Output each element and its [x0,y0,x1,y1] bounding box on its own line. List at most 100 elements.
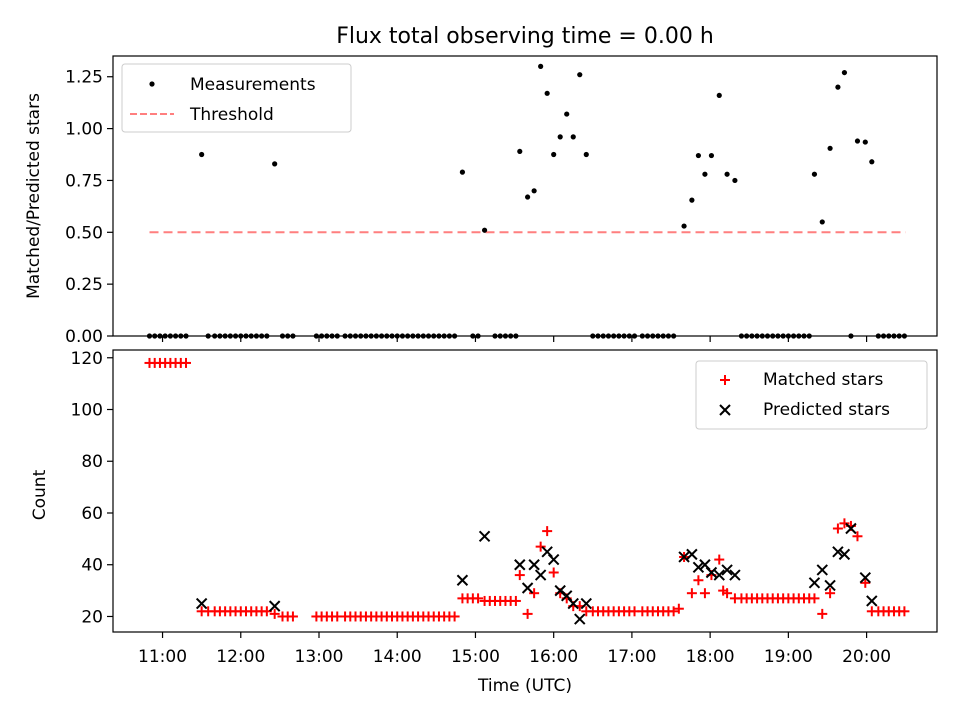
measurement-point [796,333,802,339]
measurement-point [358,333,364,339]
measurement-point [655,333,661,339]
measurement-point [497,333,503,339]
matched-star-marker [699,588,710,599]
predicted-star-marker [859,571,871,584]
matched-star-marker [473,593,484,604]
matched-star-marker [287,611,298,622]
y-tick-label: 0.50 [65,223,103,243]
measurement-point [410,333,416,339]
measurement-point [665,333,672,339]
legend-marker-predicted-stars [719,404,731,416]
measurement-point [557,134,563,140]
matched-star-marker [668,606,679,617]
measurement-point [272,161,278,167]
measurement-point [232,333,239,339]
bottom-x-ticks: 11:00 12:00 13:00 14:00 15:00 16:00 17:00 18:00… [138,632,891,667]
measurement-point [819,219,825,225]
measurement-point [544,90,550,96]
measurement-point [671,333,677,339]
predicted-star-marker [721,564,733,576]
measurement-point [886,333,892,339]
measurement-point [394,333,400,339]
predicted-star-marker [195,597,208,610]
predicted-star-marker [678,551,690,563]
measurement-point [389,333,395,339]
measurement-point [811,171,818,177]
measurement-point [891,333,897,339]
x-tick-label: 11:00 [138,647,187,667]
matched-star-marker [722,588,733,599]
measurement-point [363,333,369,339]
predicted-star-marker [808,577,821,589]
measurement-point [525,194,531,200]
measurement-point [621,333,627,339]
measurement-point [708,152,715,159]
legend-label-matched-stars: Matched stars [763,370,883,390]
measurement-point [290,333,296,339]
measurement-point [801,333,807,339]
measurement-points-layer [146,63,908,339]
measurement-point [368,333,374,339]
matched-star-marker [269,608,280,619]
measurement-point [431,333,437,339]
y-tick-label: 100 [71,401,103,421]
matched-star-marker [548,567,559,578]
measurement-point [415,333,421,339]
measurement-point [848,333,854,339]
measurement-point [334,333,340,339]
x-tick-label: 16:00 [529,647,578,667]
measurement-point [770,333,776,339]
predicted-star-marker [845,522,857,535]
y-tick-label: 60 [81,504,103,524]
measurement-point [470,333,476,339]
measurement-point [759,333,765,339]
matched-star-marker [514,570,525,581]
predicted-star-marker [268,600,281,612]
measurement-point [217,333,223,339]
measurement-point [373,333,379,339]
measurement-point [172,333,179,339]
measurement-point [446,333,452,339]
matched-star-marker [817,608,828,619]
y-tick-label: 0.75 [65,171,103,191]
matched-star-marker [852,531,863,542]
measurement-point [681,223,687,229]
measurement-point [352,333,359,339]
measurement-point [631,333,638,339]
measurement-point [583,151,589,158]
predicted-star-marker [580,597,592,610]
top-panel: 0.00 0.25 0.50 0.75 1.00 1.25 Matched/Predict… [24,55,938,347]
measurement-point [205,333,211,339]
y-tick-label: 1.25 [65,68,103,88]
measurement-point [441,333,447,339]
measurement-point [577,72,583,78]
measurement-point [199,151,205,158]
measurement-point [738,333,745,339]
measurement-point [324,333,330,339]
measurement-point [605,333,612,339]
measurement-point [611,333,617,339]
y-tick-label: 80 [81,452,103,472]
x-tick-label: 13:00 [295,647,344,667]
measurement-point [227,333,233,339]
measurement-point [152,333,158,339]
y-tick-label: 0.25 [65,275,103,295]
measurement-point [436,333,442,339]
x-tick-label: 17:00 [607,647,656,667]
measurement-point [744,333,750,339]
measurement-point [702,171,708,177]
measurement-point [880,333,887,339]
top-legend-box [121,63,352,133]
measurement-point [901,333,908,339]
measurement-point [570,134,576,140]
bottom-legend: Matched stars Predicted stars [695,360,928,430]
matched-star-marker [449,611,460,622]
measurement-point [564,111,570,117]
measurement-point [835,84,841,90]
predicted-star-marker [567,597,579,610]
measurement-point [862,139,868,145]
measurement-point [238,333,244,339]
predicted-star-marker [832,546,844,558]
matched-star-marker [714,554,725,565]
x-tick-label: 19:00 [764,647,813,667]
